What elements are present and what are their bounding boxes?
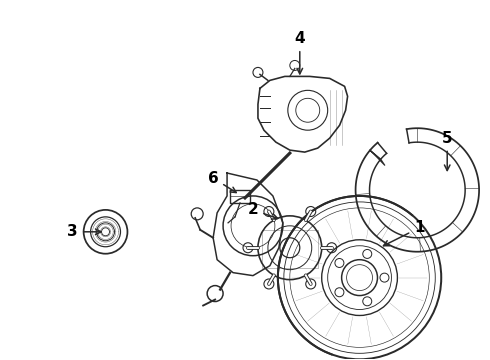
Text: 2: 2: [247, 202, 278, 219]
Text: 4: 4: [294, 31, 305, 74]
Text: 3: 3: [67, 224, 101, 239]
Text: 1: 1: [384, 220, 424, 246]
Text: 5: 5: [442, 131, 453, 171]
Text: 6: 6: [208, 171, 236, 193]
